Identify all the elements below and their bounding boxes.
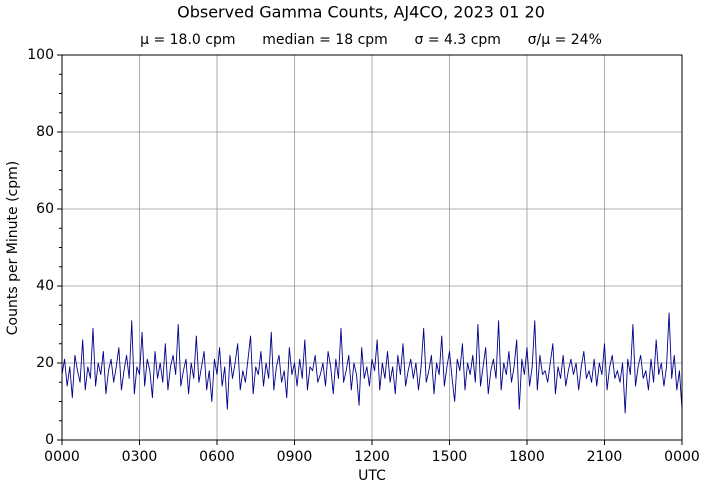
y-tick-label: 60	[36, 201, 54, 217]
chart-title: Observed Gamma Counts, AJ4CO, 2023 01 20	[177, 3, 545, 22]
y-tick-label: 80	[36, 124, 54, 140]
data-line	[61, 312, 683, 414]
x-tick-label: 1500	[432, 449, 468, 465]
y-tick-label: 0	[45, 432, 54, 448]
x-tick-label: 0000	[44, 449, 80, 465]
x-tick-label: 2100	[587, 449, 623, 465]
x-tick-label: 0300	[122, 449, 158, 465]
y-tick-label: 20	[36, 355, 54, 371]
x-tick-label: 0000	[664, 449, 700, 465]
chart-subtitle: μ = 18.0 cpm median = 18 cpm σ = 4.3 cpm…	[140, 32, 602, 48]
x-tick-label: 1800	[509, 449, 545, 465]
y-tick-label: 40	[36, 278, 54, 294]
x-tick-label: 0600	[199, 449, 235, 465]
plot-frame	[61, 54, 683, 441]
x-axis-label: UTC	[358, 468, 386, 484]
x-tick-label: 1200	[354, 449, 390, 465]
y-axis-label: Counts per Minute (cpm)	[5, 161, 21, 335]
y-tick-label: 100	[27, 47, 54, 63]
x-tick-label: 0900	[277, 449, 313, 465]
